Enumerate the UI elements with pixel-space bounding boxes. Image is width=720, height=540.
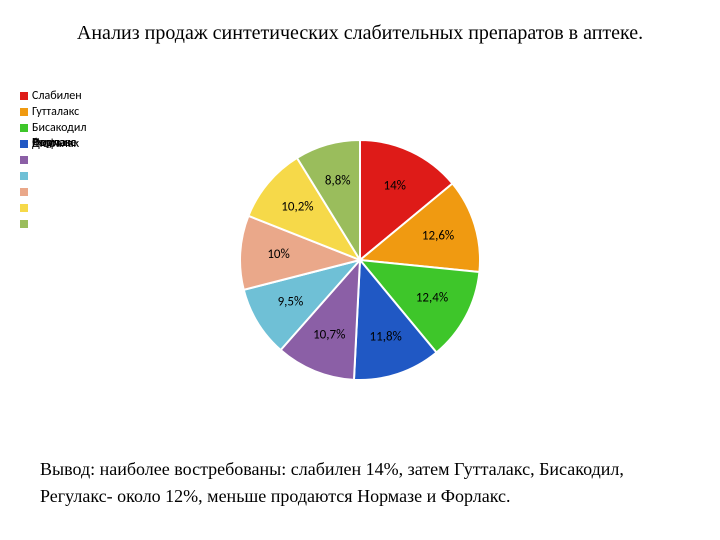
page-title: Анализ продаж синтетических слабительных… (0, 20, 720, 46)
legend-item (20, 216, 86, 232)
pie-slice-label: 12,4% (416, 291, 448, 306)
legend-swatch (20, 172, 28, 180)
legend-swatch (20, 108, 28, 116)
pie-slice-label: 10,2% (281, 200, 313, 215)
legend-item: Гутталакс (20, 104, 86, 120)
conclusion-text: Вывод: наиболее востребованы: слабилен 1… (40, 456, 680, 510)
legend-label: Гутталакс (32, 105, 79, 119)
pie-slice-label: 9,5% (278, 295, 304, 310)
legend-swatch (20, 124, 28, 132)
pie-slice-label: 14% (384, 178, 406, 193)
legend-item (20, 152, 86, 168)
legend-item (20, 200, 86, 216)
conclusion-line-2: Регулакс- около 12%, меньше продаются Но… (40, 483, 680, 510)
legend-item (20, 168, 86, 184)
legend-item: Бисакодил (20, 120, 86, 136)
pie-slice-label: 10% (267, 247, 289, 262)
legend-swatch (20, 204, 28, 212)
legend-label: Бисакодил (32, 121, 86, 135)
pie-slice-label: 10,7% (313, 328, 345, 343)
legend-item: Слабилен (20, 88, 86, 104)
pie-legend: СлабиленГутталаксБисакодилДюфалак (20, 88, 86, 232)
pie-slice-label: 11,8% (370, 330, 402, 345)
legend-label: Слабилен (32, 89, 82, 103)
legend-swatch (20, 188, 28, 196)
legend-overlap-label: Форлакс (32, 136, 75, 150)
pie-slice-label: 12,6% (422, 228, 454, 243)
legend-swatch (20, 220, 28, 228)
legend-swatch (20, 92, 28, 100)
legend-item (20, 184, 86, 200)
pie-slice-label: 8,8% (325, 174, 351, 189)
legend-swatch (20, 140, 28, 148)
conclusion-line-1: Вывод: наиболее востребованы: слабилен 1… (40, 456, 680, 483)
sales-pie-chart: 14% 12,6% 12,4% 11,8% 10,7% 9,5% 10% 10,2% 8,8% (230, 130, 490, 390)
legend-swatch (20, 156, 28, 164)
